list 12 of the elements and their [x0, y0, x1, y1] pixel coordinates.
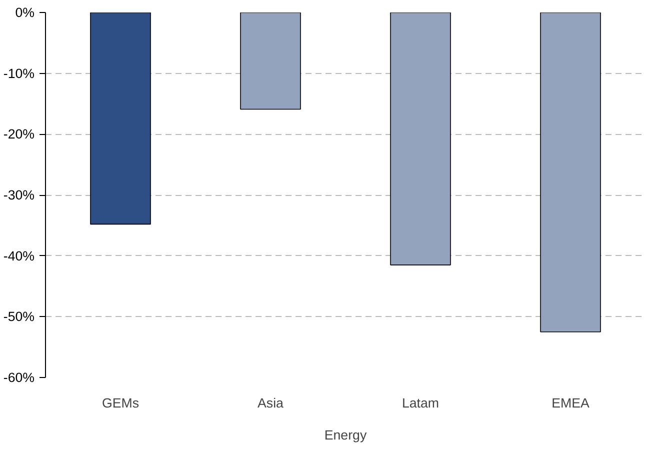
y-tick-label: -10%: [3, 66, 35, 81]
y-tick-label: -30%: [3, 188, 35, 202]
y-tick-label: -50%: [3, 309, 35, 324]
x-tick-label: Latam: [402, 396, 440, 410]
y-tick-label: -20%: [3, 126, 35, 142]
y-tick-label: -40%: [3, 248, 35, 264]
x-tick-label: GEMs: [102, 396, 140, 410]
x-tick-label: EMEA: [552, 396, 590, 410]
x-axis-title: Energy: [324, 428, 367, 442]
y-tick-label: -60%: [3, 370, 35, 385]
x-tick-label: Asia: [258, 396, 284, 410]
y-tick-label: 0%: [15, 5, 35, 20]
